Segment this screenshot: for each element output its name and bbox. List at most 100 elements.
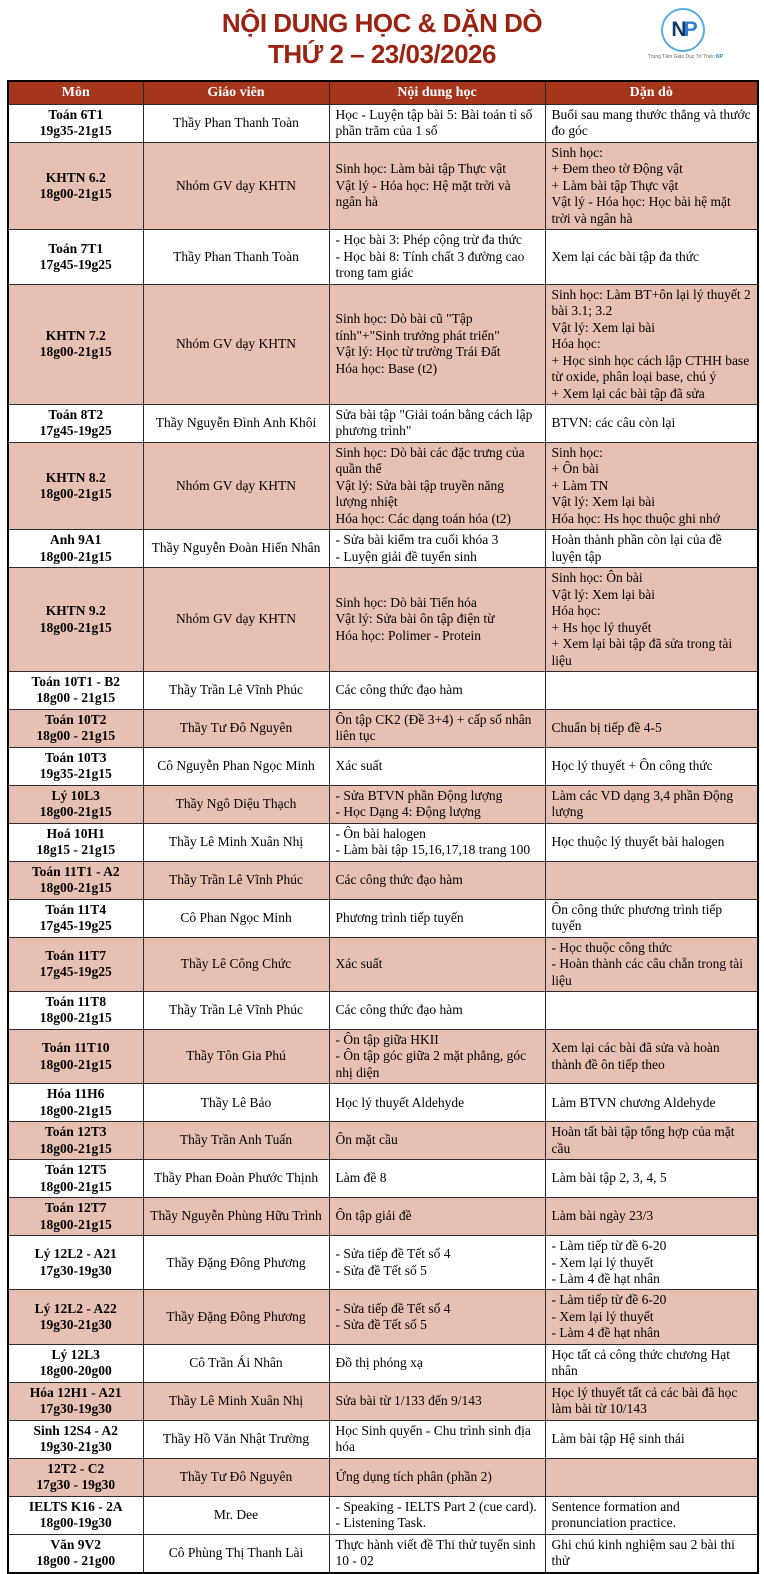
homework-cell: Buổi sau mang thước thẳng và thước đo gó… bbox=[544, 104, 759, 143]
homework-cell: Ôn công thức phương trình tiếp tuyến bbox=[544, 898, 759, 938]
homework-cell: Học tất cả công thức chương Hạt nhân bbox=[544, 1343, 759, 1383]
teacher-cell: Cô Trần Ái Nhân bbox=[142, 1343, 330, 1383]
subject-cell: Toán 11T8 18g00-21g15 bbox=[7, 990, 144, 1030]
table-row: Toán 6T1 19g35-21g15 Thầy Phan Thanh Toàn… bbox=[7, 104, 759, 143]
homework-cell: Sentence formation and pronunciation pra… bbox=[544, 1495, 759, 1535]
teacher-cell: Thầy Lê Bảo bbox=[142, 1083, 330, 1123]
content-cell: - Sửa tiếp đề Tết số 4 - Sửa đề Tết số 5 bbox=[328, 1235, 546, 1291]
homework-cell: Làm bài tập 2, 3, 4, 5 bbox=[544, 1159, 759, 1199]
page-title-line1: NỘI DUNG HỌC & DẶN DÒ bbox=[221, 8, 543, 38]
teacher-cell: Thầy Lê Công Chức bbox=[142, 936, 330, 992]
subject-cell: Toán 12T3 18g00-21g15 bbox=[7, 1121, 144, 1161]
homework-cell: Sinh học: + Ôn bài + Làm TN Vật lý: Xem … bbox=[544, 441, 759, 531]
homework-cell: - Làm tiếp từ đề 6-20 - Xem lại lý thuyế… bbox=[544, 1289, 759, 1345]
homework-cell: Học lý thuyết + Ôn công thức bbox=[544, 746, 759, 786]
subject-cell: Lý 12L2 - A22 19g30-21g30 bbox=[7, 1289, 144, 1345]
content-cell: Đồ thị phóng xạ bbox=[328, 1343, 546, 1383]
subject-cell: Lý 12L2 - A21 17g30-19g30 bbox=[7, 1235, 144, 1291]
table-row: 12T2 - C2 17g30 - 19g30 Thầy Tư Đô Nguyên… bbox=[7, 1457, 759, 1497]
content-cell: - Ôn tập giữa HKII - Ôn tập góc giữa 2 m… bbox=[328, 1028, 546, 1085]
table-row: Văn 9V2 18g00 - 21g00 Cô Phùng Thị Thanh … bbox=[7, 1533, 759, 1574]
subject-cell: Anh 9A1 18g00-21g15 bbox=[7, 529, 144, 569]
content-cell: Sinh học: Dò bài Tiến hóa Vật lý: Sửa bà… bbox=[328, 567, 546, 672]
homework-cell: Ghi chú kinh nghiệm sau 2 bài thi thử bbox=[544, 1533, 759, 1574]
subject-cell: KHTN 8.2 18g00-21g15 bbox=[7, 441, 144, 531]
content-cell: Ứng dụng tích phân (phần 2) bbox=[328, 1457, 546, 1497]
np-logo: N P Trung Tâm Giáo Dục Trí Thức NP bbox=[648, 8, 723, 60]
table-row: KHTN 8.2 18g00-21g15 Nhóm GV dạy KHTN Sinh… bbox=[7, 441, 759, 531]
content-cell: Ôn tập CK2 (Đề 3+4) + cấp số nhân liên t… bbox=[328, 708, 546, 748]
subject-cell: Toán 6T1 19g35-21g15 bbox=[7, 104, 144, 143]
homework-cell: BTVN: các câu còn lại bbox=[544, 403, 759, 443]
homework-cell: - Làm tiếp từ đề 6-20 - Xem lại lý thuyế… bbox=[544, 1235, 759, 1291]
logo-subtext: Trung Tâm Giáo Dục Trí Thức NP bbox=[648, 54, 723, 60]
teacher-cell: Thầy Đặng Đông Phương bbox=[142, 1235, 330, 1291]
content-cell: Sinh học: Dò bài các đặc trưng của quần … bbox=[328, 441, 546, 531]
subject-cell: KHTN 9.2 18g00-21g15 bbox=[7, 567, 144, 672]
schedule-table: Môn Giáo viên Nội dung học Dặn dò Toán 6T1 … bbox=[7, 80, 759, 1574]
column-header-teacher: Giáo viên bbox=[142, 80, 330, 105]
column-header-subject: Môn bbox=[7, 80, 144, 105]
subject-cell: Lý 10L3 18g00-21g15 bbox=[7, 784, 144, 824]
content-cell: Các công thức đạo hàm bbox=[328, 671, 546, 710]
table-row: Sinh 12S4 - A2 19g30-21g30 Thầy Hồ Văn Nh… bbox=[7, 1419, 759, 1459]
homework-cell bbox=[544, 990, 759, 1030]
table-row: Lý 12L2 - A22 19g30-21g30 Thầy Đặng Đông … bbox=[7, 1289, 759, 1345]
teacher-cell: Thầy Nguyễn Phùng Hữu Trình bbox=[142, 1197, 330, 1237]
content-cell: Xác suất bbox=[328, 936, 546, 992]
teacher-cell: Nhóm GV dạy KHTN bbox=[142, 141, 330, 231]
teacher-cell: Thầy Trần Lê Vĩnh Phúc bbox=[142, 860, 330, 900]
table-row: Lý 10L3 18g00-21g15 Thầy Ngô Diệu Thạch - … bbox=[7, 784, 759, 824]
subject-cell: IELTS K16 - 2A 18g00-19g30 bbox=[7, 1495, 144, 1535]
subject-cell: Hoá 10H1 18g15 - 21g15 bbox=[7, 822, 144, 862]
subject-cell: Toán 7T1 17g45-19g25 bbox=[7, 229, 144, 285]
teacher-cell: Thầy Hồ Văn Nhật Trường bbox=[142, 1419, 330, 1459]
subject-cell: Toán 11T7 17g45-19g25 bbox=[7, 936, 144, 992]
content-cell: Học - Luyện tập bài 5: Bài toán tỉ số ph… bbox=[328, 104, 546, 143]
content-cell: Sửa bài từ 1/133 đến 9/143 bbox=[328, 1381, 546, 1421]
table-row: Toán 11T1 - A2 18g00-21g15 Thầy Trần Lê V… bbox=[7, 860, 759, 900]
logo-subtext-brand: NP bbox=[716, 54, 723, 60]
content-cell: - Speaking - IELTS Part 2 (cue card). - … bbox=[328, 1495, 546, 1535]
logo-letter-n: N bbox=[671, 18, 686, 41]
teacher-cell: Thầy Tôn Gia Phú bbox=[142, 1028, 330, 1085]
subject-cell: KHTN 7.2 18g00-21g15 bbox=[7, 283, 144, 405]
subject-cell: Sinh 12S4 - A2 19g30-21g30 bbox=[7, 1419, 144, 1459]
table-row: Toán 12T3 18g00-21g15 Thầy Trần Anh Tuấn Ô… bbox=[7, 1121, 759, 1161]
column-header-homework: Dặn dò bbox=[544, 80, 759, 105]
homework-cell: Xem lại các bài đã sửa và hoàn thành đề … bbox=[544, 1028, 759, 1085]
table-header-row: Môn Giáo viên Nội dung học Dặn dò bbox=[7, 80, 759, 105]
homework-cell: Sinh học: Ôn bài Vật lý: Xem lại bài Hóa… bbox=[544, 567, 759, 672]
homework-cell: Làm BTVN chương Aldehyde bbox=[544, 1083, 759, 1123]
table-row: Toán 11T7 17g45-19g25 Thầy Lê Công Chức Xá… bbox=[7, 936, 759, 992]
content-cell: Các công thức đạo hàm bbox=[328, 860, 546, 900]
subject-cell: Toán 10T2 18g00 - 21g15 bbox=[7, 708, 144, 748]
subject-cell: Hóa 11H6 18g00-21g15 bbox=[7, 1083, 144, 1123]
teacher-cell: Thầy Trần Anh Tuấn bbox=[142, 1121, 330, 1161]
teacher-cell: Thầy Phan Thanh Toàn bbox=[142, 229, 330, 285]
table-row: KHTN 6.2 18g00-21g15 Nhóm GV dạy KHTN Sinh… bbox=[7, 141, 759, 231]
teacher-cell: Thầy Đặng Đông Phương bbox=[142, 1289, 330, 1345]
subject-cell: Toán 11T1 - A2 18g00-21g15 bbox=[7, 860, 144, 900]
subject-cell: Toán 12T5 18g00-21g15 bbox=[7, 1159, 144, 1199]
table-row: Lý 12L3 18g00-20g00 Cô Trần Ái Nhân Đồ thị… bbox=[7, 1343, 759, 1383]
homework-cell: Làm bài tập Hệ sinh thái bbox=[544, 1419, 759, 1459]
teacher-cell: Nhóm GV dạy KHTN bbox=[142, 441, 330, 531]
table-row: Toán 10T1 - B2 18g00 - 21g15 Thầy Trần Lê… bbox=[7, 671, 759, 710]
table-row: Toán 12T5 18g00-21g15 Thầy Phan Đoàn Phướ… bbox=[7, 1159, 759, 1199]
subject-cell: 12T2 - C2 17g30 - 19g30 bbox=[7, 1457, 144, 1497]
table-row: Toán 10T2 18g00 - 21g15 Thầy Tư Đô Nguyên… bbox=[7, 708, 759, 748]
content-cell: Phương trình tiếp tuyến bbox=[328, 898, 546, 938]
table-row: Toán 10T3 19g35-21g15 Cô Nguyễn Phan Ngọc… bbox=[7, 746, 759, 786]
content-cell: Thực hành viết đề Thi thử tuyển sinh 10 … bbox=[328, 1533, 546, 1574]
subject-cell: Toán 12T7 18g00-21g15 bbox=[7, 1197, 144, 1237]
subject-cell: Toán 10T1 - B2 18g00 - 21g15 bbox=[7, 671, 144, 710]
homework-cell: Hoàn tất bài tập tổng hợp của mặt cầu bbox=[544, 1121, 759, 1161]
logo-letter-p: P bbox=[683, 18, 698, 41]
homework-cell: Làm bài ngày 23/3 bbox=[544, 1197, 759, 1237]
homework-cell: Làm các VD dạng 3,4 phần Động lượng bbox=[544, 784, 759, 824]
page-header: NỘI DUNG HỌC & DẶN DÒ THỨ 2 – 23/03/2026… bbox=[0, 0, 764, 80]
content-cell: - Học bài 3: Phép cộng trừ đa thức - Học… bbox=[328, 229, 546, 285]
teacher-cell: Thầy Tư Đô Nguyên bbox=[142, 1457, 330, 1497]
